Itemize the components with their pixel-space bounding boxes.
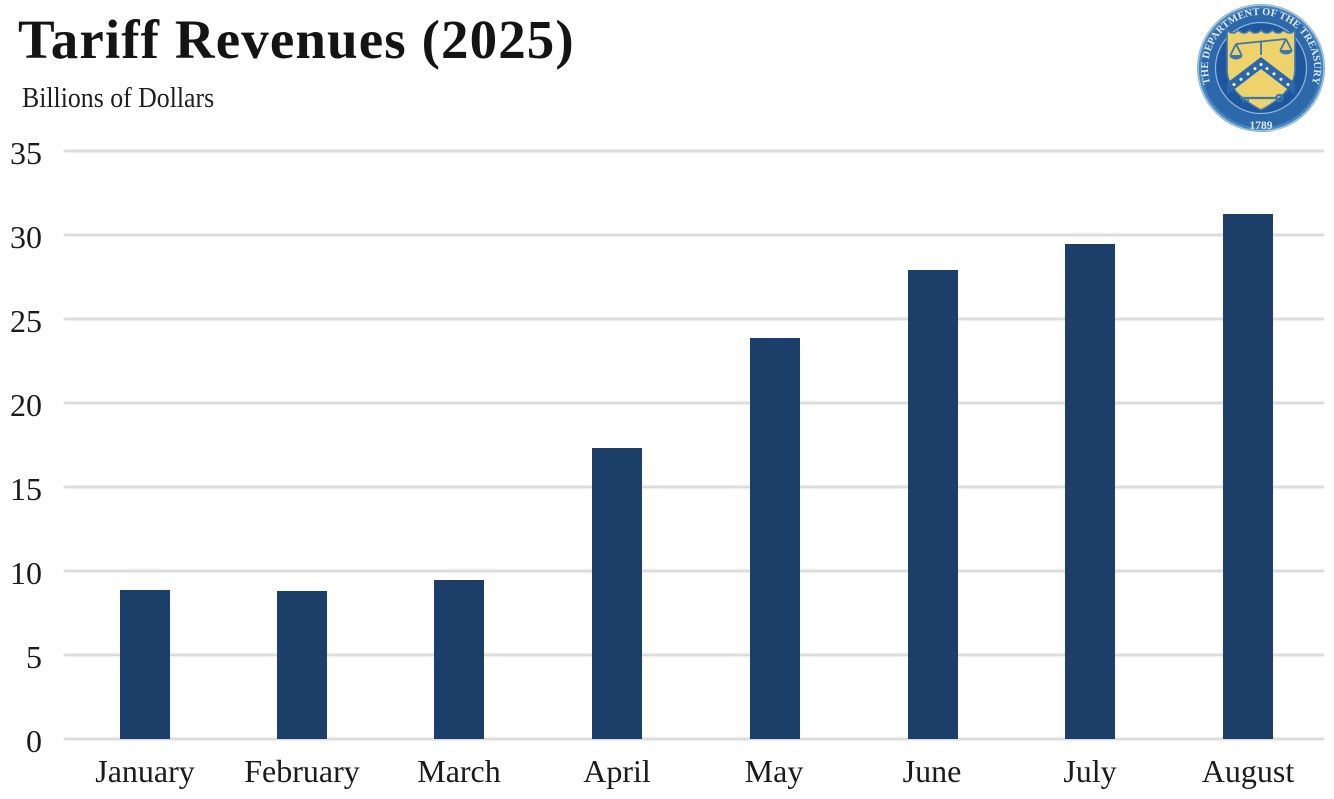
svg-text:1789: 1789 — [1250, 120, 1273, 132]
